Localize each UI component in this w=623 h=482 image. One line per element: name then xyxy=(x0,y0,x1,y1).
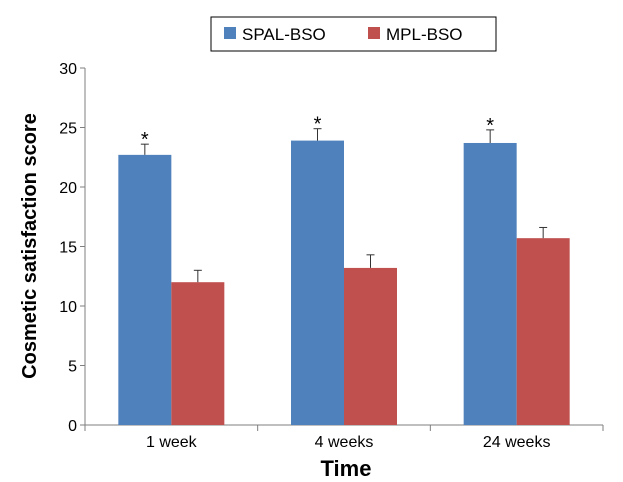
y-tick-label: 25 xyxy=(59,121,77,138)
y-tick-label: 20 xyxy=(59,180,77,197)
bar xyxy=(171,282,225,425)
plot-area: 0 5 10 15 20 25 30 1 week * 4 weeks * 24 weeks * xyxy=(59,61,604,451)
bar xyxy=(516,238,570,425)
significance-marker: * xyxy=(486,115,494,137)
y-tick-label: 10 xyxy=(59,299,77,316)
significance-marker: * xyxy=(141,129,149,151)
y-tick-label: 30 xyxy=(59,61,77,78)
bar xyxy=(118,154,172,425)
x-tick-label: 4 weeks xyxy=(315,434,374,451)
legend-swatch-spal-bso xyxy=(224,27,236,39)
legend-label-mpl-bso: MPL-BSO xyxy=(386,25,463,44)
legend-swatch-mpl-bso xyxy=(368,27,380,39)
bar xyxy=(344,267,397,425)
y-tick-label: 5 xyxy=(68,359,77,376)
x-tick-label: 1 week xyxy=(146,434,198,451)
legend-box xyxy=(210,16,497,52)
y-tick-label: 15 xyxy=(59,240,77,257)
legend: SPAL-BSO MPL-BSO xyxy=(210,16,497,52)
x-axis-title: Time xyxy=(321,456,372,481)
y-axis-title: Cosmetic satisfaction score xyxy=(19,113,41,379)
bar xyxy=(463,142,517,425)
y-tick-label: 0 xyxy=(68,418,77,435)
legend-label-spal-bso: SPAL-BSO xyxy=(242,25,326,44)
significance-marker: * xyxy=(314,114,322,136)
x-tick-label: 24 weeks xyxy=(483,434,551,451)
bar xyxy=(291,140,344,425)
